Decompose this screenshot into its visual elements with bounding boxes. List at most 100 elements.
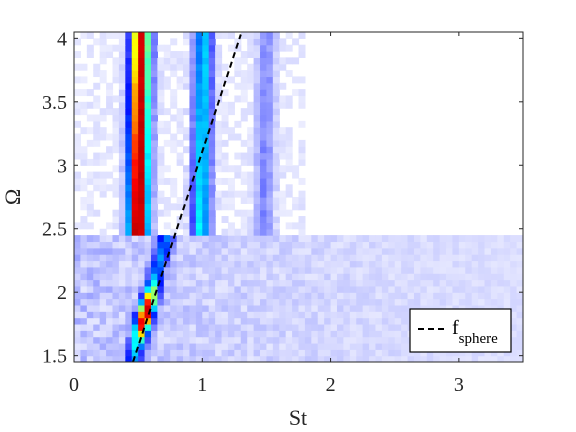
heatmap-cell — [144, 101, 152, 109]
heatmap-cell — [388, 349, 396, 357]
heatmap-cell — [292, 197, 300, 204]
heatmap-cell — [202, 285, 210, 293]
heatmap-cell — [497, 247, 505, 255]
heatmap-cell — [381, 311, 389, 319]
heatmap-cell — [471, 279, 479, 287]
heatmap-cell — [240, 216, 248, 223]
heatmap-cell — [292, 247, 300, 255]
heatmap-cell — [253, 317, 261, 325]
heatmap-cell — [375, 317, 383, 325]
heatmap-cell — [144, 108, 152, 116]
heatmap-cell — [311, 241, 319, 249]
heatmap-cell — [157, 273, 165, 281]
heatmap-cell — [202, 228, 210, 236]
heatmap-cell — [163, 177, 171, 185]
heatmap-cell — [407, 260, 415, 268]
heatmap-cell — [99, 298, 107, 306]
heatmap-cell — [343, 260, 351, 268]
heatmap-cell — [234, 82, 242, 90]
heatmap-cell — [362, 260, 370, 268]
heatmap-cell — [144, 235, 152, 243]
heatmap-cell — [349, 317, 357, 325]
heatmap-cell — [407, 247, 415, 255]
heatmap-cell — [195, 120, 203, 128]
heatmap-cell — [285, 139, 293, 147]
heatmap-cell — [510, 304, 518, 312]
heatmap-cell — [330, 323, 338, 331]
heatmap-cell — [510, 330, 518, 338]
heatmap-cell — [157, 177, 165, 185]
heatmap-cell — [170, 247, 178, 255]
heatmap-cell — [202, 336, 210, 344]
heatmap-cell — [272, 228, 280, 236]
heatmap-cell — [189, 76, 197, 84]
heatmap-cell — [157, 342, 165, 350]
heatmap-cell — [304, 273, 312, 281]
heatmap-cell — [202, 197, 210, 204]
heatmap-cell — [125, 292, 133, 300]
heatmap-cell — [503, 285, 511, 293]
heatmap-cell — [227, 203, 235, 211]
heatmap-cell — [433, 349, 441, 357]
heatmap-cell — [221, 127, 229, 135]
heatmap-cell — [195, 266, 203, 274]
heatmap-cell — [471, 260, 479, 268]
heatmap-cell — [292, 76, 300, 84]
heatmap-cell — [189, 89, 197, 97]
heatmap-cell — [74, 177, 82, 185]
heatmap-cell — [99, 114, 107, 122]
heatmap-cell — [170, 349, 178, 357]
heatmap-cell — [86, 197, 94, 204]
heatmap-cell — [99, 342, 107, 350]
heatmap-cell — [131, 336, 139, 344]
heatmap-cell — [279, 190, 287, 198]
heatmap-cell — [362, 266, 370, 274]
heatmap-cell — [118, 260, 126, 268]
heatmap-cell — [208, 279, 216, 287]
heatmap-cell — [510, 342, 518, 350]
heatmap-cell — [93, 336, 101, 344]
heatmap-cell — [118, 197, 126, 204]
heatmap-cell — [86, 323, 94, 331]
heatmap-cell — [99, 38, 107, 46]
heatmap-cell — [433, 241, 441, 249]
heatmap-cell — [497, 285, 505, 293]
heatmap-cell — [170, 235, 178, 243]
heatmap-cell — [292, 273, 300, 281]
heatmap-cell — [285, 127, 293, 135]
heatmap-cell — [176, 336, 184, 344]
heatmap-cell — [343, 254, 351, 262]
heatmap-cell — [170, 266, 178, 274]
heatmap-cell — [202, 82, 210, 90]
heatmap-cell — [253, 146, 261, 154]
heatmap-cell — [125, 279, 133, 287]
heatmap-cell — [490, 349, 498, 357]
heatmap-cell — [208, 292, 216, 300]
heatmap-cell — [106, 89, 114, 97]
heatmap-cell — [163, 197, 171, 204]
heatmap-cell — [189, 70, 197, 78]
heatmap-cell — [446, 355, 454, 362]
heatmap-cell — [260, 32, 268, 39]
heatmap-cell — [266, 349, 274, 357]
heatmap-cell — [292, 304, 300, 312]
heatmap-cell — [144, 336, 152, 344]
heatmap-cell — [157, 57, 165, 65]
heatmap-cell — [413, 292, 421, 300]
heatmap-cell — [266, 108, 274, 116]
heatmap-cell — [381, 266, 389, 274]
heatmap-cell — [471, 292, 479, 300]
heatmap-cell — [272, 266, 280, 274]
heatmap-cell — [93, 241, 101, 249]
heatmap-cell — [74, 108, 82, 116]
plot-area-frame — [73, 31, 524, 363]
heatmap-cell — [336, 235, 344, 243]
heatmap-cell — [465, 273, 473, 281]
heatmap-cell — [80, 127, 88, 135]
heatmap-cell — [125, 95, 133, 103]
heatmap-cell — [221, 165, 229, 173]
heatmap-cell — [125, 44, 133, 52]
heatmap-cell — [215, 158, 223, 166]
heatmap-cell — [279, 165, 287, 173]
heatmap-cell — [106, 279, 114, 287]
